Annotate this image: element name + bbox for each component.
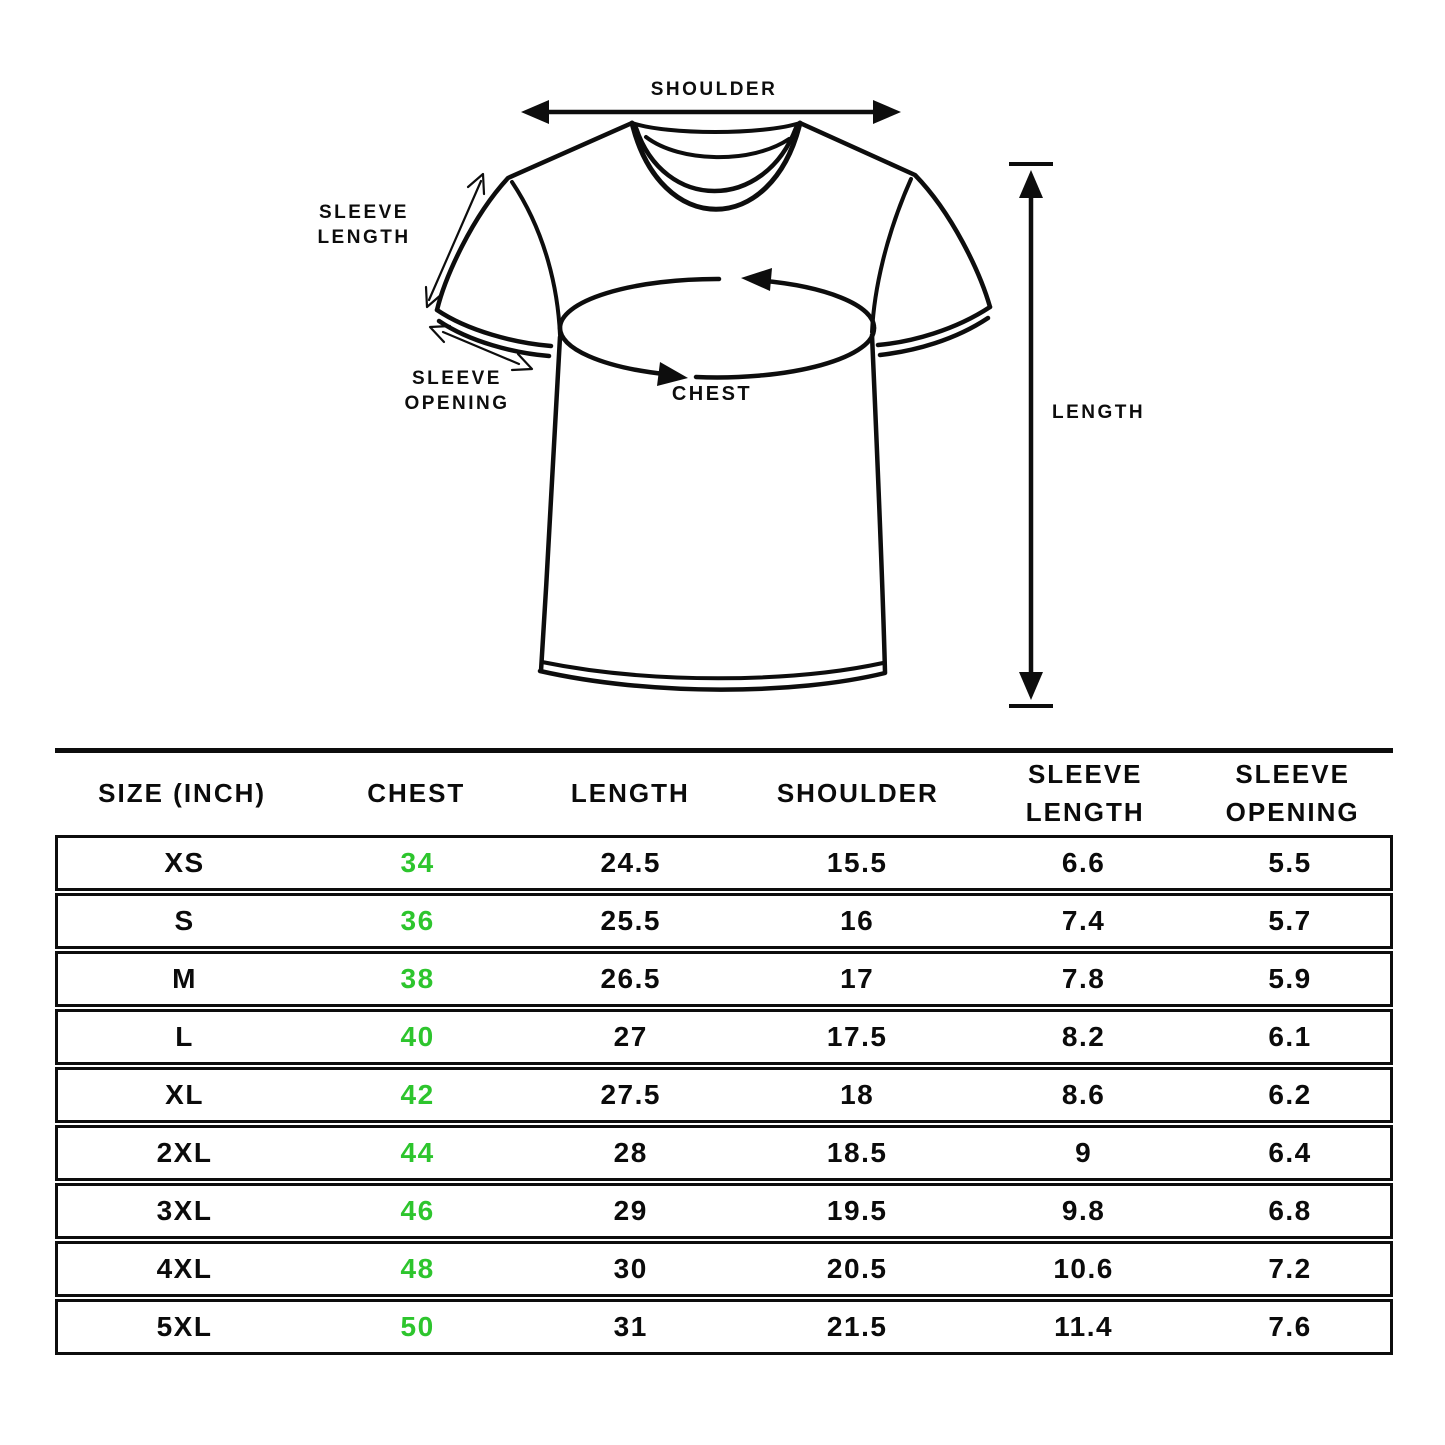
shoulder-value: 18 (840, 1079, 875, 1110)
length-value: 27.5 (600, 1079, 661, 1110)
sleeve-length-measure-arrow (424, 172, 486, 309)
length-value: 30 (613, 1253, 648, 1284)
shoulder-value: 16 (840, 905, 875, 936)
length-value: 27 (613, 1021, 648, 1052)
shoulder-label: SHOULDER (650, 79, 778, 100)
table-row: 5XL 50 31 21.5 11.4 7.6 (55, 1299, 1393, 1355)
length-measure-arrow (1009, 162, 1053, 708)
sleeve-opening-value: 7.6 (1268, 1311, 1312, 1342)
header-sleeve-length: SLEEVE LENGTH (1025, 759, 1145, 827)
table-row: XL 42 27.5 18 8.6 6.2 (55, 1067, 1393, 1123)
header-size: SIZE (INCH) (98, 778, 267, 809)
shoulder-value: 17.5 (826, 1021, 888, 1052)
sleeve-opening-value: 5.9 (1268, 963, 1312, 994)
sleeve-length-label: SLEEVE LENGTH (317, 202, 411, 248)
sleeve-opening-value: 5.5 (1268, 847, 1312, 878)
size-value: XL (165, 1079, 204, 1110)
sleeve-length-value: 8.6 (1061, 1079, 1106, 1110)
tshirt-measurement-diagram: SHOULDER SLEEVE LENGTH SLEEVE OPENING CH… (317, 79, 1146, 708)
table-row: XS 34 24.5 15.5 6.6 5.5 (55, 835, 1393, 891)
table-top-rule (55, 748, 1393, 753)
header-chest: CHEST (367, 778, 466, 809)
length-value: 25.5 (600, 905, 661, 936)
length-value: 28 (613, 1137, 648, 1168)
header-sleeve-opening: SLEEVE OPENING (1225, 759, 1360, 827)
sleeve-length-value: 9.8 (1061, 1195, 1106, 1226)
shoulder-value: 19.5 (826, 1195, 888, 1226)
length-label: LENGTH (1052, 402, 1146, 423)
table-header-row: SIZE (INCH) CHEST LENGTH SHOULDER SLEEVE… (55, 753, 1393, 835)
chest-value: 36 (400, 905, 435, 936)
sleeve-length-value: 8.2 (1061, 1021, 1106, 1052)
sleeve-length-value: 11.4 (1054, 1311, 1114, 1342)
shoulder-value: 18.5 (826, 1137, 888, 1168)
shoulder-value: 20.5 (826, 1253, 888, 1284)
sleeve-opening-value: 6.8 (1268, 1195, 1312, 1226)
length-value: 24.5 (600, 847, 661, 878)
shoulder-value: 17 (840, 963, 875, 994)
sleeve-length-value: 9 (1075, 1137, 1093, 1168)
size-value: 3XL (156, 1195, 213, 1226)
shoulder-value: 15.5 (826, 847, 888, 878)
size-value: XS (164, 847, 205, 878)
sleeve-opening-value: 7.2 (1268, 1253, 1312, 1284)
chest-value: 38 (400, 963, 435, 994)
sleeve-opening-value: 6.2 (1268, 1079, 1312, 1110)
header-shoulder: SHOULDER (776, 778, 939, 809)
sleeve-opening-measure-arrow (428, 324, 534, 372)
sleeve-opening-value: 6.1 (1268, 1021, 1312, 1052)
size-value: 4XL (156, 1253, 213, 1284)
sleeve-opening-value: 5.7 (1268, 905, 1312, 936)
sleeve-length-value: 6.6 (1061, 847, 1106, 878)
sleeve-opening-label: SLEEVE OPENING (404, 368, 510, 414)
sleeve-length-value: 7.4 (1061, 905, 1106, 936)
chest-value: 42 (400, 1079, 435, 1110)
chest-value: 48 (400, 1253, 435, 1284)
chest-label: CHEST (671, 383, 753, 405)
chest-value: 34 (400, 847, 435, 878)
table-row: 2XL 44 28 18.5 9 6.4 (55, 1125, 1393, 1181)
size-value: L (175, 1021, 194, 1052)
table-row: 3XL 46 29 19.5 9.8 6.8 (55, 1183, 1393, 1239)
sleeve-length-value: 10.6 (1053, 1253, 1114, 1284)
size-chart-table: SIZE (INCH) CHEST LENGTH SHOULDER SLEEVE… (55, 748, 1393, 1357)
size-value: M (172, 963, 197, 994)
table-row: 4XL 48 30 20.5 10.6 7.2 (55, 1241, 1393, 1297)
chest-value: 46 (400, 1195, 435, 1226)
size-value: 5XL (156, 1311, 213, 1342)
chest-girth-arrow (557, 268, 877, 386)
size-value: S (174, 905, 195, 936)
chest-value: 44 (400, 1137, 435, 1168)
shoulder-value: 21.5 (826, 1311, 888, 1342)
tshirt-outline (434, 120, 993, 692)
length-value: 31 (613, 1311, 648, 1342)
header-length: LENGTH (570, 778, 690, 809)
sleeve-opening-value: 6.4 (1268, 1137, 1312, 1168)
table-row: L 40 27 17.5 8.2 6.1 (55, 1009, 1393, 1065)
chest-value: 40 (400, 1021, 435, 1052)
shoulder-measure-arrow (521, 100, 901, 124)
tshirt-diagram-svg (424, 100, 1053, 708)
size-value: 2XL (156, 1137, 213, 1168)
chest-value: 50 (400, 1311, 435, 1342)
length-value: 26.5 (600, 963, 661, 994)
length-value: 29 (613, 1195, 648, 1226)
table-row: S 36 25.5 16 7.4 5.7 (55, 893, 1393, 949)
table-row: M 38 26.5 17 7.8 5.9 (55, 951, 1393, 1007)
sleeve-length-value: 7.8 (1061, 963, 1106, 994)
